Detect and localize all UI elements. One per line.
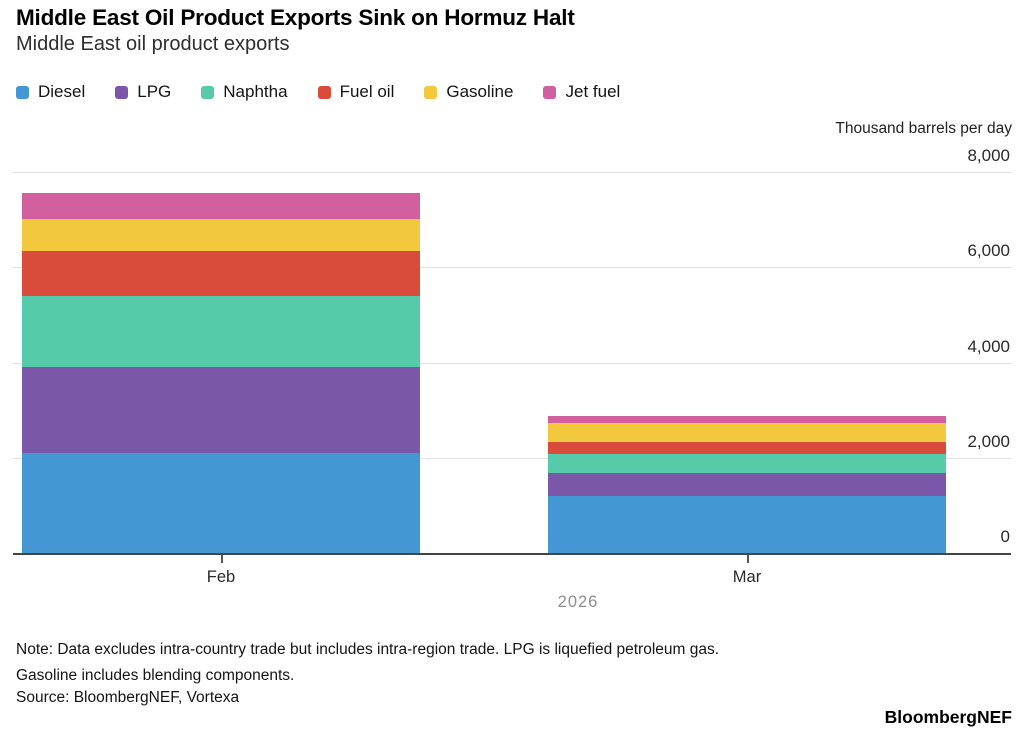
footnote-line-1: Note: Data excludes intra-country trade … — [16, 641, 720, 658]
legend-item-gasoline: Gasoline — [424, 82, 513, 102]
x-axis-label-mar: Mar — [732, 568, 762, 586]
legend-label: Jet fuel — [565, 82, 621, 101]
gridline-8000 — [13, 172, 1011, 173]
bar-segment-feb-diesel — [22, 453, 420, 553]
legend-swatch-icon — [201, 85, 215, 99]
legend-label: Naphtha — [223, 82, 288, 101]
legend-item-diesel: Diesel — [16, 82, 85, 102]
legend-swatch-icon — [115, 85, 129, 99]
bar-segment-feb-jet-fuel — [22, 192, 420, 220]
y-tick-label-2000: 2,000 — [967, 431, 1010, 451]
gridline-6000 — [13, 267, 1011, 269]
legend-label: Gasoline — [446, 82, 514, 101]
stacked-bar-feb — [22, 192, 420, 553]
plot-area: 8,000 6,000 4,000 2,000 0 — [13, 146, 1011, 563]
gridline-4000 — [13, 362, 1011, 364]
bar-segment-mar-diesel — [548, 495, 946, 553]
legend-swatch-icon — [543, 85, 557, 99]
chart-subtitle: Middle East oil product exports — [16, 33, 290, 55]
legend: Diesel LPG Naphtha Fuel oil Gasoline Jet fuel — [16, 82, 620, 102]
y-tick-label-4000: 4,000 — [967, 336, 1010, 356]
legend-label: LPG — [137, 82, 172, 101]
y-tick-label-6000: 6,000 — [967, 241, 1010, 261]
bar-segment-mar-jet-fuel — [548, 416, 946, 423]
bar-segment-feb-lpg — [22, 367, 420, 453]
x-axis-label-feb: Feb — [206, 568, 236, 586]
legend-swatch-icon — [424, 85, 438, 99]
bar-segment-feb-gasoline — [22, 219, 420, 251]
stacked-bar-mar — [548, 416, 946, 553]
legend-item-naphtha: Naphtha — [201, 82, 288, 102]
bar-segment-feb-naphtha — [22, 295, 420, 368]
footnote: Note: Data excludes intra-country trade … — [16, 637, 719, 689]
gridline-2000 — [13, 457, 1011, 459]
x-tick-feb — [221, 555, 223, 563]
source-line: Source: BloombergNEF, Vortexa — [16, 689, 240, 706]
footnote-line-2: Gasoline includes blending components. — [16, 667, 295, 684]
x-axis-year-label: 2026 — [557, 593, 599, 611]
legend-swatch-icon — [16, 85, 29, 99]
legend-swatch-icon — [317, 85, 331, 99]
y-axis-title: Thousand barrels per day — [835, 120, 1012, 137]
legend-item-jet-fuel: Jet fuel — [543, 82, 620, 102]
x-tick-mar — [747, 555, 749, 563]
chart-title: Middle East Oil Product Exports Sink on … — [16, 5, 575, 30]
bar-segment-mar-fuel-oil — [548, 442, 946, 454]
bar-segment-feb-fuel-oil — [22, 250, 420, 296]
legend-item-lpg: LPG — [115, 82, 171, 102]
y-tick-label-0: 0 — [1000, 527, 1010, 546]
legend-label: Diesel — [38, 82, 86, 101]
legend-label: Fuel oil — [339, 82, 395, 101]
bloombergnef-logo: BloombergNEF — [884, 707, 1012, 727]
y-tick-label-8000: 8,000 — [967, 146, 1010, 165]
bar-segment-mar-lpg — [548, 473, 946, 496]
bar-segment-mar-gasoline — [548, 422, 946, 443]
legend-item-fuel-oil: Fuel oil — [317, 82, 395, 102]
bar-segment-mar-naphtha — [548, 453, 946, 474]
